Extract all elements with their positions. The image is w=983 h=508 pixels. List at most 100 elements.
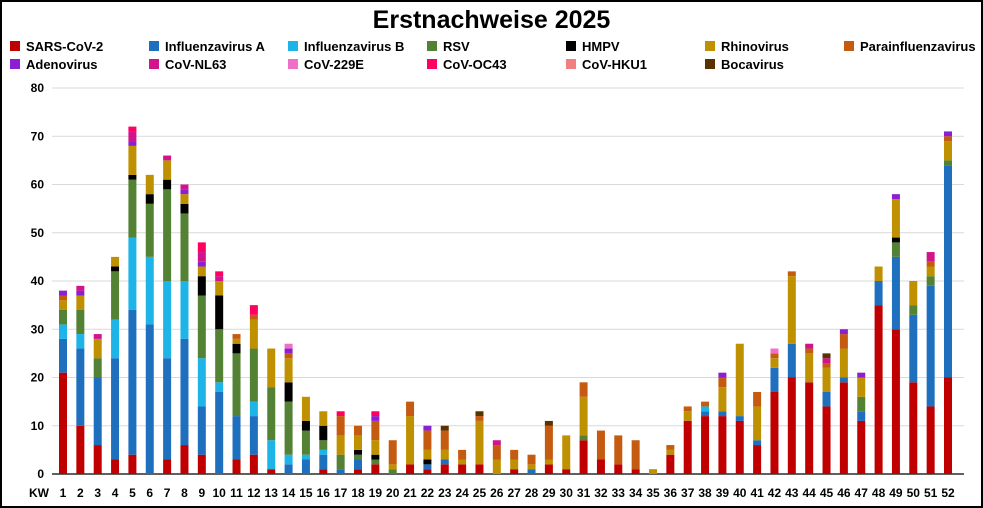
bar-segment xyxy=(371,464,380,474)
bar-segment xyxy=(319,411,328,426)
legend-item-hmpv: HMPV xyxy=(566,38,620,54)
bar-segment xyxy=(249,348,258,402)
bar-segment xyxy=(718,411,727,417)
bar-segment xyxy=(614,464,623,474)
bar-segment xyxy=(163,179,172,190)
bar-segment xyxy=(128,309,137,455)
bar-segment xyxy=(544,459,553,465)
bar-segment xyxy=(492,440,501,446)
x-tick-label: 45 xyxy=(820,486,834,500)
bar-segment xyxy=(440,464,449,474)
bar-segment xyxy=(787,377,796,474)
bar-segment xyxy=(284,343,293,349)
bar-segment xyxy=(76,295,85,310)
bar-segment xyxy=(284,454,293,465)
bar-segment xyxy=(267,387,276,441)
x-tick-label: 23 xyxy=(438,486,452,500)
bar-segment xyxy=(76,285,85,291)
x-tick-label: 43 xyxy=(785,486,799,500)
bar-segment xyxy=(579,396,588,436)
bar-segment xyxy=(197,358,206,407)
bar-segment xyxy=(197,276,206,296)
bar-segment xyxy=(354,425,362,436)
bar-segment xyxy=(683,406,692,412)
x-tick-label: 38 xyxy=(698,486,712,500)
x-tick-label: 39 xyxy=(716,486,730,500)
bar-segment xyxy=(371,454,380,460)
bar-segment xyxy=(93,445,102,474)
bar-segment xyxy=(197,266,206,277)
bar-segment xyxy=(423,464,432,470)
bar-segment xyxy=(76,290,85,296)
legend-item-influenzavirus-a: Influenzavirus A xyxy=(149,38,265,54)
bar-segment xyxy=(544,420,553,426)
bar-segment xyxy=(926,276,935,286)
bar-segment xyxy=(423,449,432,460)
bar-segment xyxy=(371,416,380,421)
bar-segment xyxy=(111,271,120,320)
bar-segment xyxy=(111,256,120,267)
x-tick-label: 40 xyxy=(733,486,747,500)
bar-segment xyxy=(128,179,137,238)
legend-label: Bocavirus xyxy=(721,56,784,72)
x-tick-label: 33 xyxy=(612,486,626,500)
bar-segment xyxy=(249,314,258,320)
bar-segment xyxy=(267,440,276,470)
bar-segment xyxy=(59,324,67,339)
bar-segment xyxy=(284,358,293,383)
bar-segment xyxy=(909,314,918,383)
bar-segment xyxy=(666,454,675,474)
bar-segment xyxy=(805,348,814,354)
bar-segment xyxy=(683,420,692,474)
x-tick-label: 41 xyxy=(750,486,764,500)
legend-item-cov-nl63: CoV-NL63 xyxy=(149,56,226,72)
bar-segment xyxy=(944,377,952,474)
bar-segment xyxy=(822,367,831,392)
bar-segment xyxy=(458,464,467,474)
x-tick-label: 24 xyxy=(455,486,469,500)
legend-swatch xyxy=(705,59,715,69)
chart-title: Erstnachweise 2025 xyxy=(372,6,611,34)
y-tick-label: 50 xyxy=(31,226,45,240)
x-tick-label: 8 xyxy=(181,486,188,500)
bar-segment xyxy=(787,343,796,378)
bar-segment xyxy=(76,309,85,335)
bar-segment xyxy=(406,401,415,417)
bar-segment xyxy=(423,425,432,431)
bar-segment xyxy=(249,319,258,349)
bar-segment xyxy=(319,440,328,450)
bar-segment xyxy=(510,469,519,474)
bar-segment xyxy=(215,271,224,277)
x-tick-label: 30 xyxy=(560,486,574,500)
bar-segment xyxy=(926,266,935,277)
bar-segment xyxy=(354,469,362,474)
x-tick-label: 35 xyxy=(646,486,660,500)
bar-segment xyxy=(145,194,154,204)
bar-segment xyxy=(145,174,154,195)
legend-item-parainfluenzavirus: Parainfluenzavirus xyxy=(844,38,976,54)
bar-segment xyxy=(336,411,345,417)
x-tick-label: 37 xyxy=(681,486,695,500)
x-tick-label: 48 xyxy=(872,486,886,500)
bar-segment xyxy=(59,300,67,310)
x-tick-label: 29 xyxy=(542,486,556,500)
x-tick-label: 12 xyxy=(247,486,261,500)
bar-segment xyxy=(701,406,710,412)
bar-segment xyxy=(701,416,710,474)
bar-segment xyxy=(944,136,952,142)
bar-segment xyxy=(197,242,206,253)
bar-segment xyxy=(649,469,657,474)
legend-item-rsv: RSV xyxy=(427,38,470,54)
x-tick-label: 17 xyxy=(334,486,348,500)
bar-segment xyxy=(336,454,345,470)
bar-segment xyxy=(475,464,484,474)
bar-segment xyxy=(267,348,276,388)
bar-segment xyxy=(822,391,831,407)
legend-label: Influenzavirus B xyxy=(304,38,405,54)
x-tick-label: 32 xyxy=(594,486,608,500)
x-tick-label: 16 xyxy=(317,486,331,500)
legend-label: Rhinovirus xyxy=(721,38,789,54)
bar-segment xyxy=(683,411,692,421)
bar-segment xyxy=(406,416,415,465)
bar-segment xyxy=(336,435,345,455)
